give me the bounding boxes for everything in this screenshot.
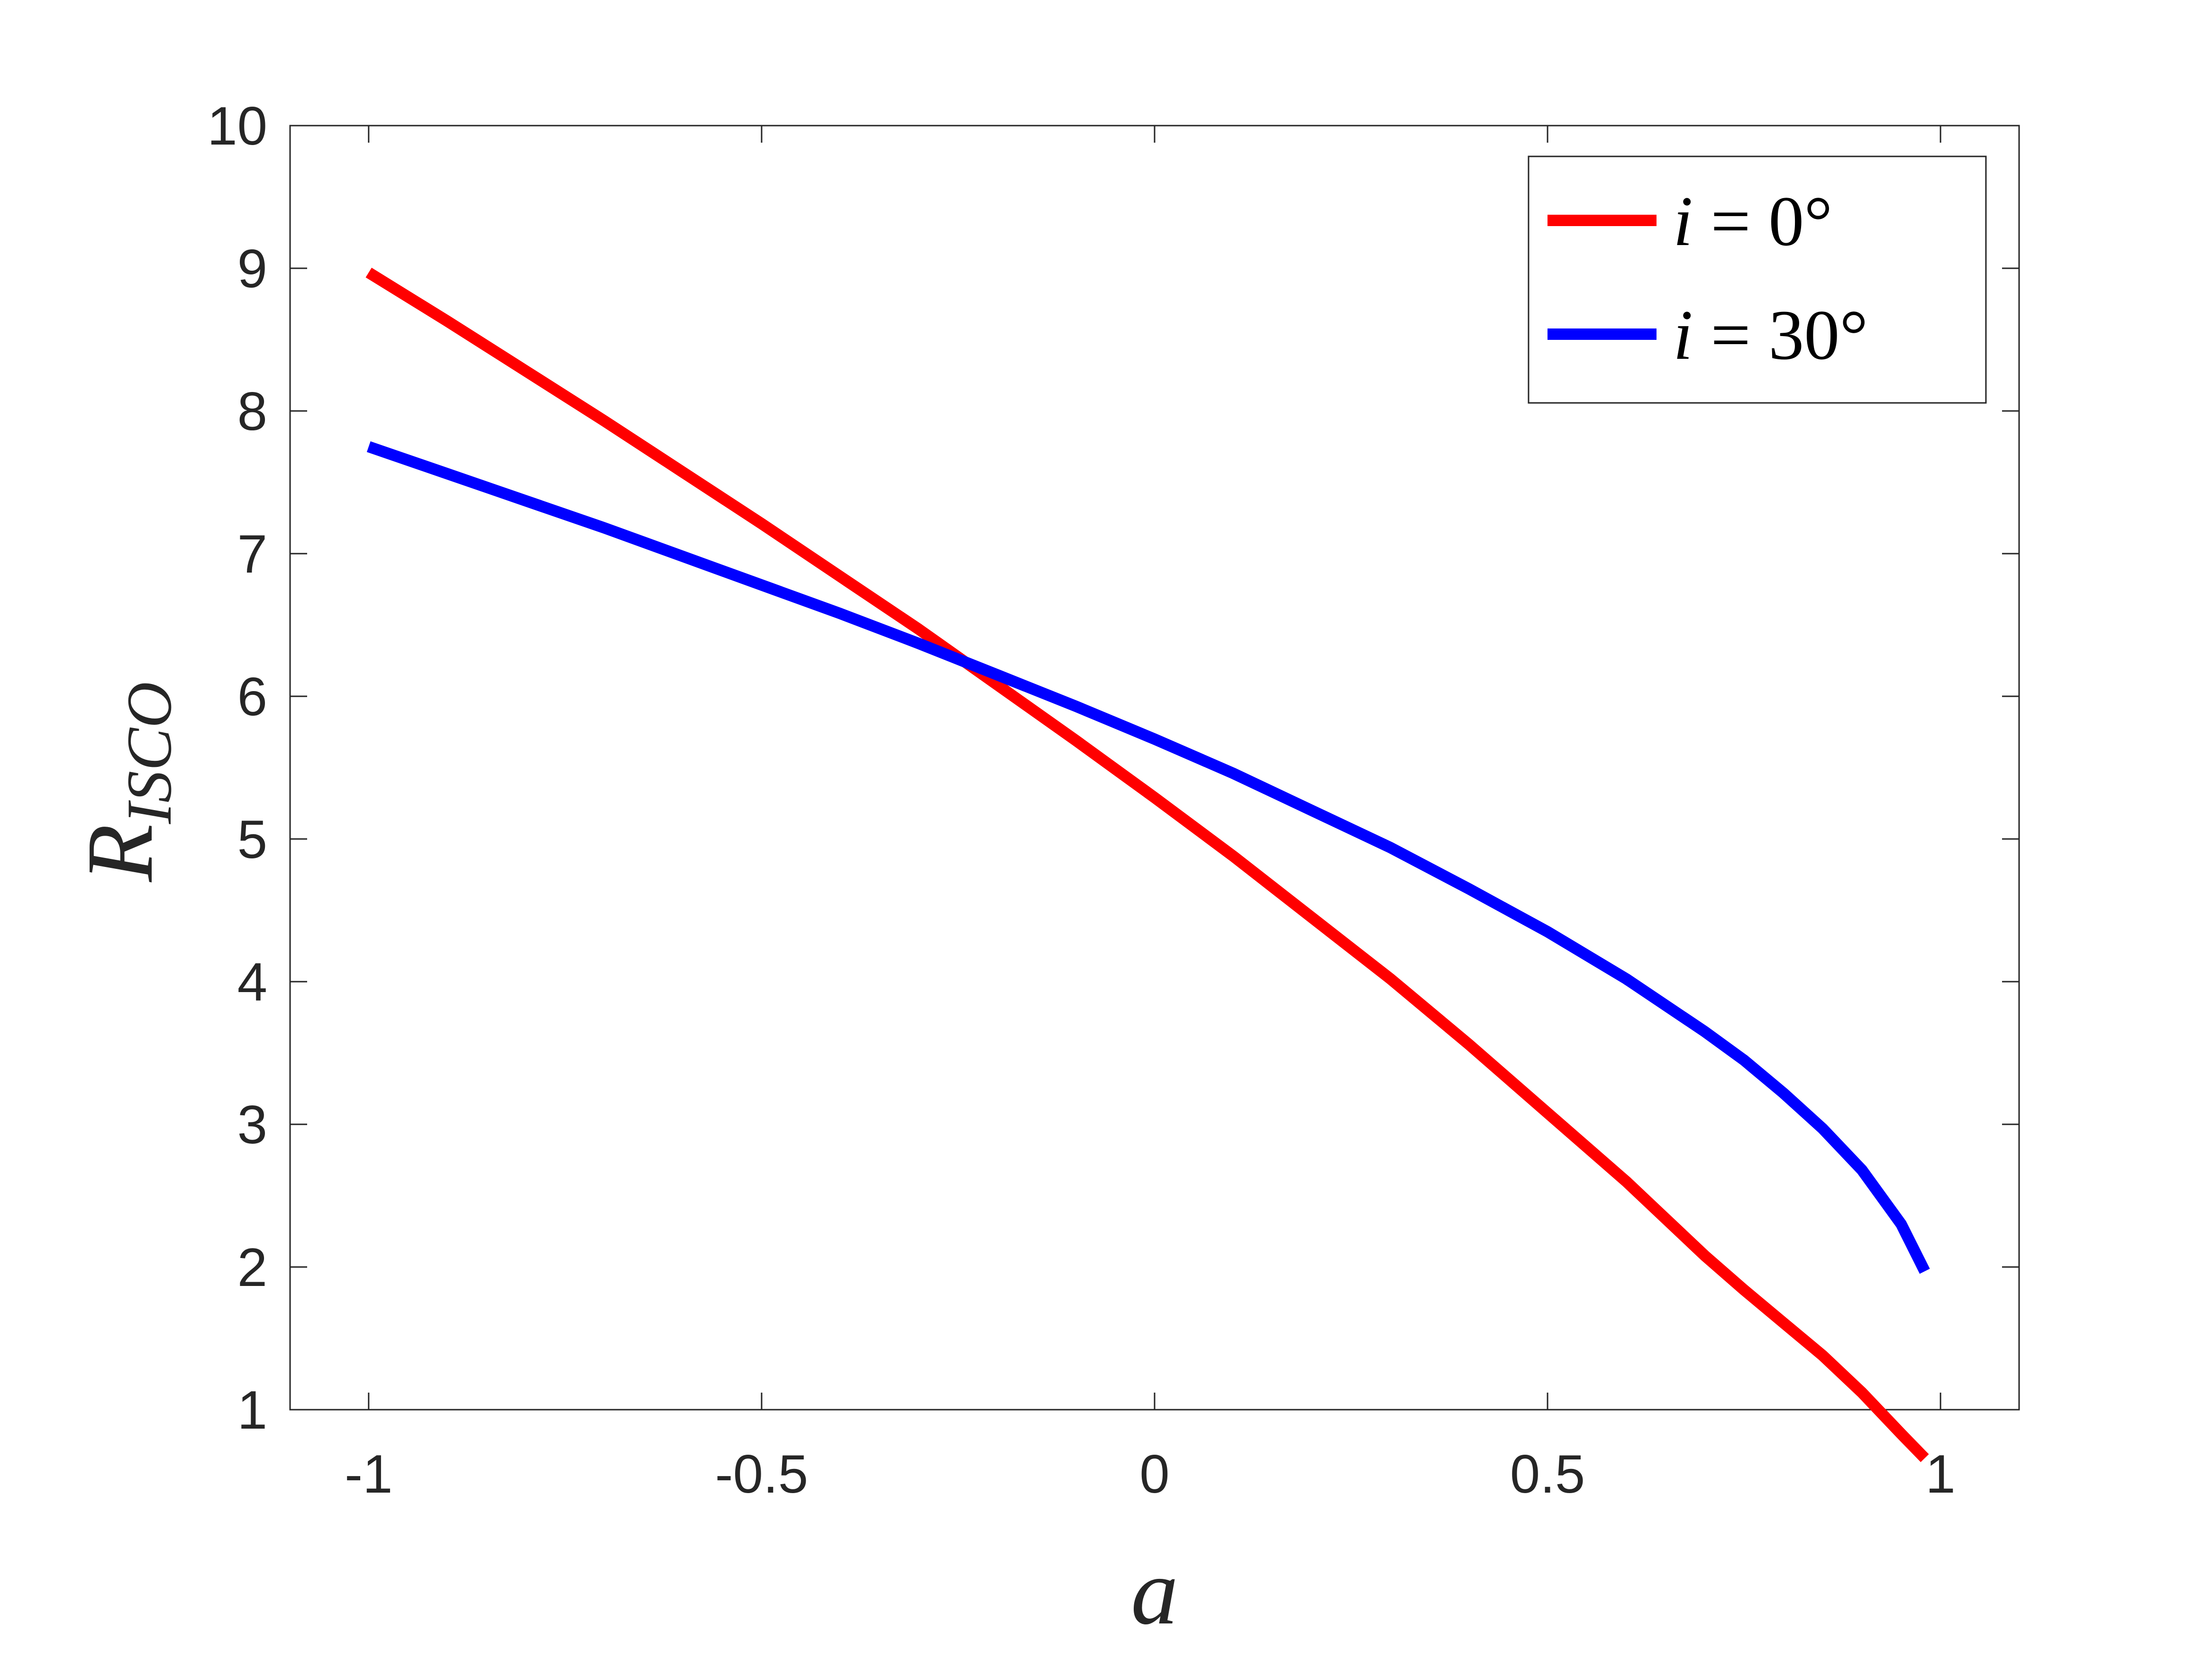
x-axis-title: a (1131, 1540, 1178, 1644)
legend-label-series-1: i = 0° (1673, 182, 1832, 261)
y-axis-title-sub: ISCO (114, 682, 185, 824)
x-tick-label: 0.5 (1510, 1444, 1585, 1504)
legend-label-series-1-var: i (1673, 182, 1693, 261)
y-tick-label: 2 (237, 1238, 267, 1298)
y-tick-label: 4 (237, 952, 267, 1012)
legend-label-series-2: i = 30° (1673, 296, 1868, 374)
legend-box (1528, 155, 1987, 404)
legend-label-series-2-val: 30° (1768, 296, 1868, 374)
y-tick-label: 10 (207, 96, 267, 156)
legend-label-series-1-val: 0° (1768, 182, 1832, 261)
x-tick-label: 1 (1925, 1444, 1955, 1504)
y-tick-label: 3 (237, 1095, 267, 1155)
y-axis-title: RISCO (68, 682, 185, 883)
series-layer (365, 267, 1930, 1462)
series-line-1 (365, 267, 1929, 1462)
axis-ticks: -1 -0.5 0 0.5 1 1 2 3 4 5 6 7 8 9 10 (207, 96, 2019, 1504)
series-line-2 (366, 441, 1930, 1274)
legend: i = 0° i = 30° (1528, 155, 1987, 404)
y-tick-label: 5 (237, 810, 267, 870)
legend-label-series-2-eq: = (1693, 296, 1769, 374)
x-tick-label: 0 (1139, 1444, 1169, 1504)
legend-label-series-2-var: i (1673, 296, 1693, 374)
legend-label-series-1-eq: = (1693, 182, 1769, 261)
y-tick-label: 9 (237, 239, 267, 299)
x-tick-label: -1 (345, 1444, 392, 1504)
y-tick-label: 6 (237, 667, 267, 727)
y-tick-label: 7 (237, 524, 267, 584)
x-tick-label: -0.5 (715, 1444, 808, 1504)
y-tick-label: 1 (237, 1380, 267, 1440)
y-axis-title-base: R (68, 824, 173, 883)
y-tick-label: 8 (237, 382, 267, 442)
